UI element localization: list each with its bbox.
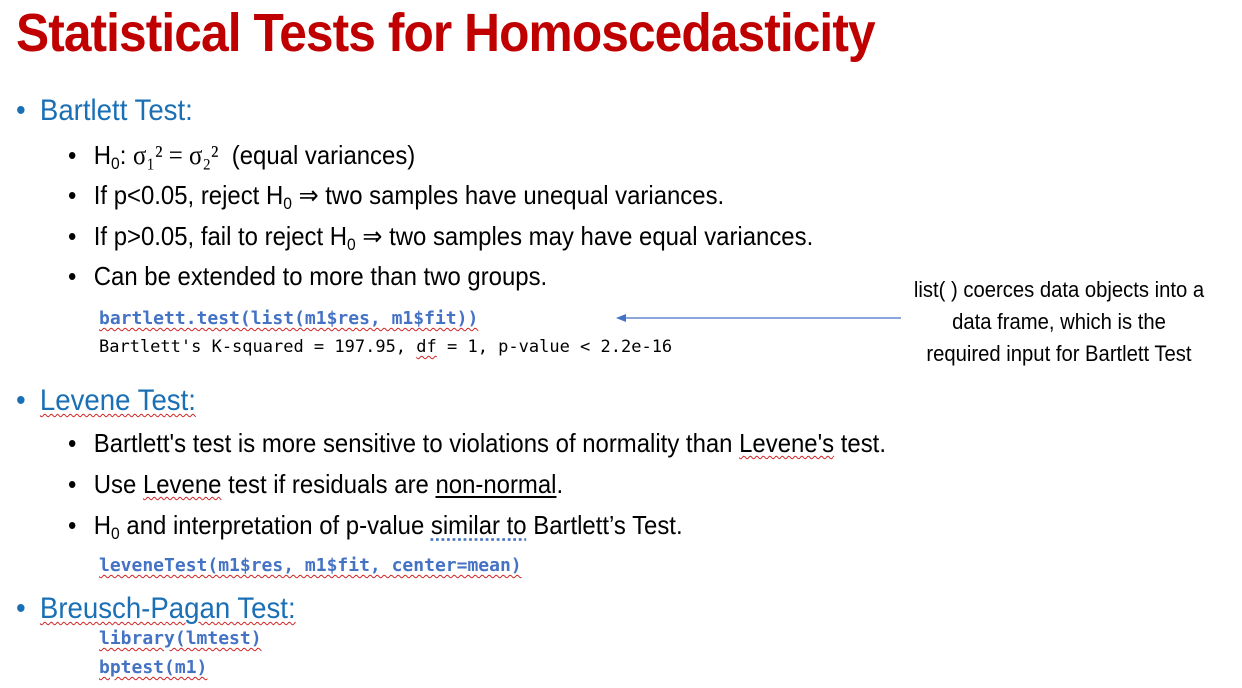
bullet-dot: • xyxy=(68,140,77,170)
bullet-dot: • xyxy=(16,94,26,127)
slide-title: Statistical Tests for Homoscedasticity xyxy=(16,3,876,63)
levene-code: leveneTest(m1$res, m1$fit, center=mean) xyxy=(99,555,522,576)
bullet-dot: • xyxy=(16,384,26,417)
bartlett-code: bartlett.test(list(m1$res, m1$fit)) xyxy=(99,308,479,329)
bartlett-extend-item: • Can be extended to more than two groups… xyxy=(68,261,548,291)
bp-heading: • Breusch-Pagan Test: xyxy=(16,592,296,625)
bartlett-fail-item: • If p>0.05, fail to reject H0 ⇒ two samp… xyxy=(68,221,814,254)
h0-equation: σ₁² = σ₂² xyxy=(133,140,219,170)
bp-code-library: library(lmtest) xyxy=(99,628,262,649)
levene-sensitivity-item: • Bartlett's test is more sensitive to vi… xyxy=(68,428,886,458)
bp-code-test: bptest(m1) xyxy=(99,657,208,678)
bartlett-note: list( ) coerces data objects into a data… xyxy=(913,277,1205,366)
arrow-left-icon xyxy=(616,314,901,322)
levene-use-item: • Use Levene test if residuals are non-no… xyxy=(68,469,564,499)
bullet-dot: • xyxy=(68,469,77,499)
bullet-dot: • xyxy=(68,428,77,458)
bullet-dot: • xyxy=(68,180,77,210)
levene-heading: • Levene Test: xyxy=(16,384,196,417)
bartlett-h0-item: • H0: σ₁² = σ₂² (equal variances) xyxy=(68,140,416,173)
bartlett-heading: • Bartlett Test: xyxy=(16,94,193,127)
bullet-dot: • xyxy=(16,592,26,625)
bartlett-output: Bartlett's K-squared = 197.95, df = 1, p… xyxy=(99,337,673,357)
levene-interpretation-item: • H0 and interpretation of p-value simila… xyxy=(68,510,683,543)
bullet-dot: • xyxy=(68,261,77,291)
bullet-dot: • xyxy=(68,221,77,251)
bartlett-reject-item: • If p<0.05, reject H0 ⇒ two samples have… xyxy=(68,180,725,213)
bullet-dot: • xyxy=(68,510,77,540)
